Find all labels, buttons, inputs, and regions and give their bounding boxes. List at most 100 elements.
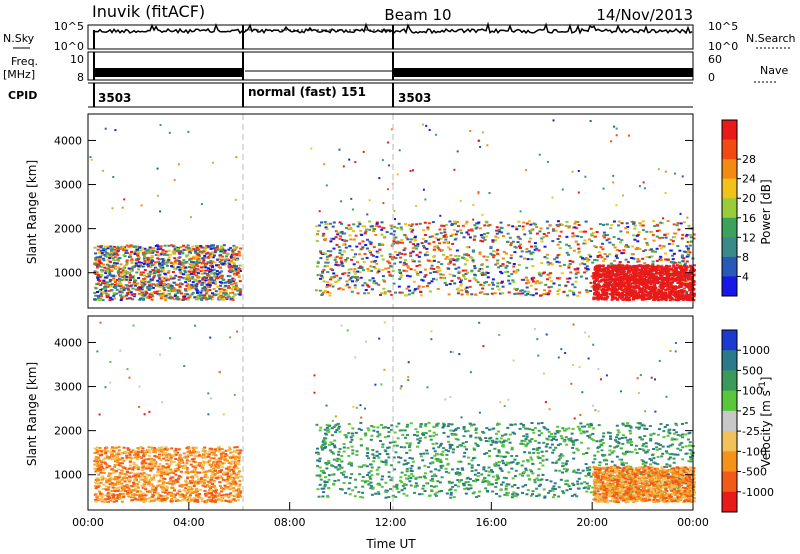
scatter-cell	[210, 281, 213, 284]
scatter-cell	[123, 277, 127, 280]
scatter-cell	[511, 279, 515, 282]
date-title: 14/Nov/2013	[596, 6, 693, 24]
scatter-cell	[630, 257, 634, 259]
scatter-cell	[671, 285, 675, 288]
scatter-cell	[115, 279, 119, 281]
scatter-cell	[375, 221, 379, 224]
scatter-cell	[212, 247, 216, 250]
scatter-cell	[211, 161, 214, 164]
scatter-cell	[460, 232, 464, 235]
scatter-cell	[672, 271, 676, 274]
scatter-cell	[99, 245, 103, 248]
scatter-cell	[596, 283, 600, 286]
scatter-cell	[642, 280, 646, 283]
scatter-cell	[589, 227, 593, 230]
scatter-cell	[350, 197, 353, 200]
scatter-cell	[179, 484, 183, 487]
scatter-cell	[117, 446, 121, 449]
scatter-cell	[508, 282, 512, 285]
scatter-cell	[97, 299, 101, 301]
scatter-cell	[338, 221, 342, 224]
scatter-cell	[576, 271, 580, 274]
scatter-cell	[156, 167, 159, 170]
scatter-cell	[178, 262, 182, 265]
scatter-cell	[222, 473, 225, 476]
scatter-cell	[164, 299, 168, 302]
scatter-cell	[640, 284, 644, 286]
scatter-cell	[650, 231, 654, 234]
scatter-cell	[364, 244, 368, 246]
scatter-cell	[131, 287, 135, 290]
scatter-cell	[581, 258, 585, 261]
scatter-cell	[651, 296, 655, 299]
scatter-cell	[685, 290, 689, 293]
scatter-cell	[649, 295, 653, 298]
scatter-cell	[470, 269, 474, 272]
scatter-cell	[592, 274, 596, 277]
scatter-cell	[138, 496, 142, 499]
scatter-cell	[165, 462, 169, 465]
scatter-cell	[380, 292, 384, 295]
scatter-cell	[213, 282, 217, 285]
scatter-cell	[493, 239, 497, 242]
scatter-cell	[658, 244, 662, 247]
scatter-cell	[621, 278, 624, 281]
scatter-cell	[442, 235, 446, 237]
scatter-cell	[501, 292, 505, 295]
scatter-cell	[172, 252, 176, 255]
scatter-cell	[577, 170, 580, 172]
scatter-cell	[142, 298, 145, 301]
scatter-cell	[660, 281, 664, 284]
scatter-cell	[370, 253, 374, 256]
scatter-cell	[199, 266, 203, 269]
scatter-cell	[128, 464, 132, 467]
scatter-cell	[211, 266, 215, 269]
scatter-cell	[96, 265, 100, 268]
scatter-cell	[423, 253, 427, 256]
scatter-cell	[97, 482, 101, 485]
scatter-cell	[180, 249, 184, 252]
scatter-cell	[209, 297, 212, 300]
scatter-cell	[143, 269, 147, 271]
scatter-cell	[650, 266, 654, 269]
scatter-cell	[221, 255, 225, 258]
scatter-cell	[212, 467, 216, 470]
scatter-cell	[546, 273, 550, 276]
scatter-cell	[623, 288, 627, 291]
scatter-cell	[678, 249, 682, 252]
scatter-cell	[216, 264, 220, 266]
scatter-cell	[469, 130, 472, 132]
scatter-cell	[421, 123, 424, 126]
scatter-cell	[527, 220, 531, 223]
scatter-cell	[651, 278, 655, 281]
scatter-cell	[461, 274, 465, 277]
scatter-cell	[496, 259, 500, 262]
scatter-cell	[163, 289, 167, 291]
scatter-cell	[235, 156, 238, 159]
scatter-cell	[675, 264, 679, 267]
scatter-cell	[210, 451, 214, 454]
scatter-cell	[573, 268, 577, 271]
scatter-cell	[321, 270, 325, 273]
scatter-cell	[554, 229, 558, 232]
scatter-cell	[452, 259, 456, 262]
scatter-cell	[574, 241, 578, 244]
scatter-cell	[229, 256, 233, 259]
scatter-cell	[595, 265, 599, 267]
scatter-cell	[125, 260, 129, 263]
scatter-cell	[191, 275, 195, 278]
scatter-cell	[105, 295, 109, 298]
scatter-cell	[666, 284, 670, 286]
scatter-cell	[369, 265, 373, 268]
scatter-cell	[216, 464, 219, 466]
scatter-cell	[681, 260, 685, 263]
scatter-cell	[373, 228, 377, 231]
scatter-cell	[464, 278, 467, 280]
scatter-cell	[421, 237, 425, 240]
scatter-cell	[165, 496, 169, 499]
scatter-cell	[676, 298, 680, 301]
scatter-cell	[671, 240, 675, 243]
scatter-cell	[105, 281, 109, 284]
scatter-cell	[147, 474, 151, 477]
scatter-cell	[666, 288, 670, 291]
